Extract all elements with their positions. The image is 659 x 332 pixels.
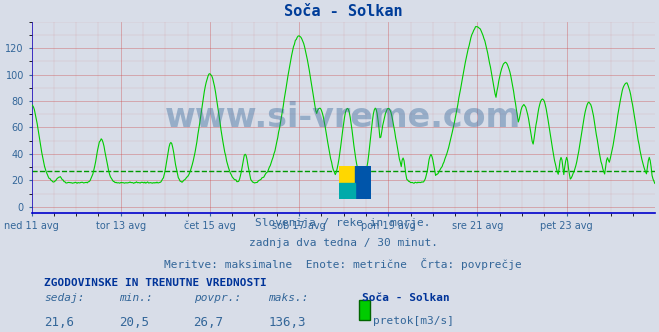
Text: min.:: min.: [119, 293, 152, 303]
Title: Soča - Solkan: Soča - Solkan [284, 4, 403, 19]
Text: Soča - Solkan: Soča - Solkan [362, 293, 449, 303]
FancyBboxPatch shape [358, 300, 370, 320]
Text: 136,3: 136,3 [268, 316, 306, 329]
Text: pretok[m3/s]: pretok[m3/s] [373, 316, 454, 326]
Text: maks.:: maks.: [268, 293, 309, 303]
Polygon shape [339, 183, 355, 199]
Text: 20,5: 20,5 [119, 316, 149, 329]
Text: ZGODOVINSKE IN TRENUTNE VREDNOSTI: ZGODOVINSKE IN TRENUTNE VREDNOSTI [44, 278, 267, 288]
Text: 21,6: 21,6 [44, 316, 74, 329]
Bar [339, 166, 355, 183]
Text: www.si-vreme.com: www.si-vreme.com [165, 101, 521, 134]
Text: povpr.:: povpr.: [194, 293, 241, 303]
Text: sedaj:: sedaj: [44, 293, 84, 303]
Text: Meritve: maksimalne  Enote: metrične  Črta: povprečje: Meritve: maksimalne Enote: metrične Črta… [164, 258, 522, 270]
Text: Slovenija / reke in morje.: Slovenija / reke in morje. [256, 218, 431, 228]
Bar [355, 166, 371, 199]
Text: 26,7: 26,7 [194, 316, 223, 329]
Text: zadnja dva tedna / 30 minut.: zadnja dva tedna / 30 minut. [248, 238, 438, 248]
